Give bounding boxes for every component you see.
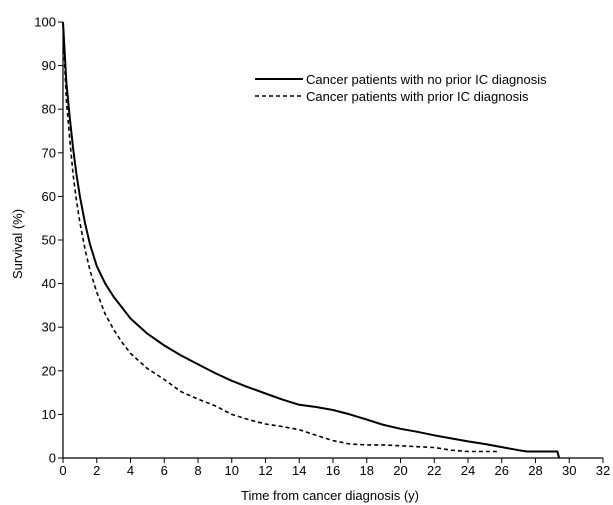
legend-label-no-prior-ic: Cancer patients with no prior IC diagnos…	[306, 72, 547, 87]
series-line-no-prior-ic	[62, 21, 561, 459]
legend: Cancer patients with no prior IC diagnos…	[255, 72, 547, 104]
y-tick-label: 20	[42, 363, 56, 378]
x-tick-label: 4	[127, 463, 134, 478]
y-tick-label: 50	[42, 233, 56, 248]
x-tick-label: 12	[258, 463, 272, 478]
ticks: 0 2 4 6 8 10 12 14 16 18 20 22 24 26 28 30 3201020304050…	[34, 15, 610, 479]
x-tick-label: 24	[461, 463, 475, 478]
y-tick-label: 90	[42, 58, 56, 73]
y-tick-label: 40	[42, 276, 56, 291]
x-tick-label: 16	[326, 463, 340, 478]
y-tick-label: 60	[42, 189, 56, 204]
axes	[62, 22, 603, 459]
x-axis-label: Time from cancer diagnosis (y)	[241, 488, 419, 503]
y-tick-label: 80	[42, 102, 56, 117]
x-tick-label: 30	[562, 463, 576, 478]
x-tick-label: 26	[495, 463, 509, 478]
y-tick-label: 0	[49, 451, 56, 466]
legend-label-prior-ic: Cancer patients with prior IC diagnosis	[306, 89, 529, 104]
x-tick-label: 14	[292, 463, 306, 478]
y-tick-label: 10	[42, 407, 56, 422]
x-tick-label: 22	[427, 463, 441, 478]
y-tick-label: 70	[42, 145, 56, 160]
x-tick-label: 18	[360, 463, 374, 478]
y-tick-label: 100	[34, 15, 56, 30]
x-tick-label: 6	[161, 463, 168, 478]
x-tick-label: 8	[194, 463, 201, 478]
x-tick-label: 32	[596, 463, 610, 478]
plot-area	[62, 21, 561, 459]
series-line-prior-ic	[62, 21, 499, 453]
x-tick-label: 10	[225, 463, 239, 478]
x-tick-label: 2	[93, 463, 100, 478]
x-tick-label: 20	[393, 463, 407, 478]
y-tick-label: 30	[42, 320, 56, 335]
x-tick-label: 28	[528, 463, 542, 478]
y-axis-label: Survival (%)	[10, 209, 25, 279]
x-tick-label: 0	[59, 463, 66, 478]
